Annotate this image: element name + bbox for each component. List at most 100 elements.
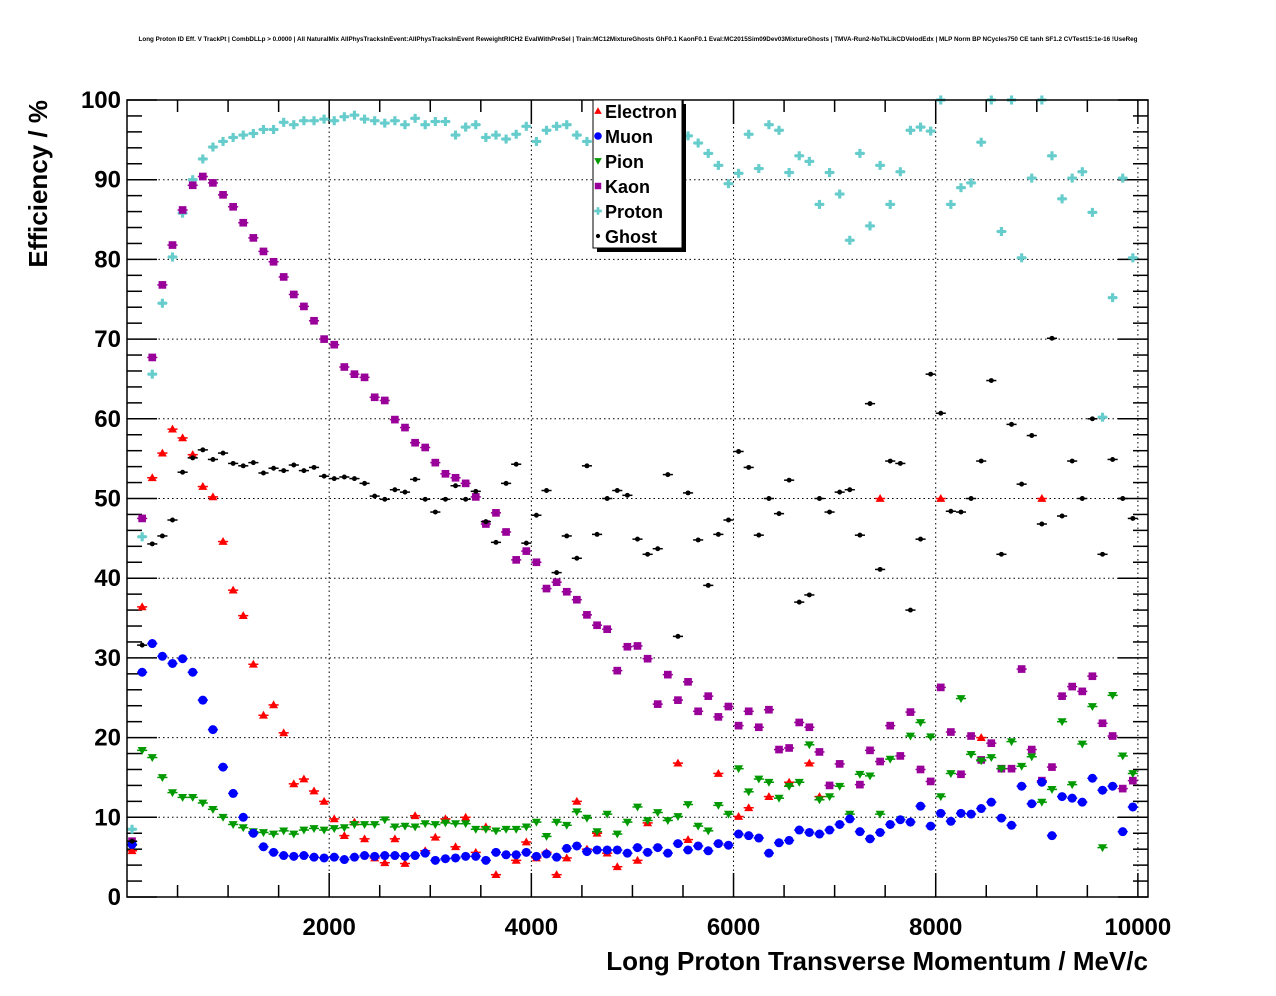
square-marker bbox=[825, 781, 834, 790]
triangle-up-marker bbox=[269, 700, 279, 709]
data-point-muon bbox=[238, 812, 249, 822]
circle-marker bbox=[1077, 797, 1087, 807]
data-point-proton bbox=[339, 112, 350, 122]
data-point-muon bbox=[349, 852, 360, 862]
circle-marker bbox=[885, 819, 895, 829]
data-point-muon bbox=[551, 852, 562, 862]
data-point-muon bbox=[672, 839, 683, 849]
data-point-ghost bbox=[693, 537, 704, 543]
data-point-kaon bbox=[329, 340, 340, 349]
data-point-muon bbox=[430, 855, 441, 865]
data-point-kaon bbox=[521, 547, 532, 555]
plus-marker-v bbox=[807, 156, 811, 166]
triangle-up-marker bbox=[400, 859, 410, 867]
data-point-muon bbox=[945, 816, 956, 826]
plus-marker-v bbox=[474, 120, 478, 130]
data-point-ghost bbox=[895, 460, 906, 466]
data-point-pion bbox=[935, 793, 946, 802]
data-point-muon bbox=[1026, 799, 1037, 809]
data-point-proton bbox=[410, 113, 421, 123]
data-point-electron bbox=[228, 585, 239, 594]
triangle-down-marker bbox=[643, 817, 653, 825]
square-marker bbox=[623, 642, 632, 651]
data-point-muon bbox=[905, 817, 916, 827]
square-marker bbox=[148, 353, 157, 362]
data-point-proton bbox=[420, 120, 431, 130]
data-point-ghost bbox=[298, 468, 309, 474]
triangle-up-marker bbox=[218, 537, 228, 545]
legend-dot-icon bbox=[595, 233, 601, 239]
circle-marker bbox=[1098, 785, 1108, 795]
data-point-muon bbox=[864, 834, 876, 844]
data-point-muon bbox=[976, 804, 987, 814]
data-point-pion bbox=[1127, 770, 1138, 778]
triangle-up-marker bbox=[178, 433, 188, 442]
triangle-up-marker bbox=[228, 585, 238, 594]
circle-marker bbox=[774, 838, 784, 848]
triangle-up-marker bbox=[562, 853, 572, 862]
data-point-electron bbox=[329, 814, 340, 823]
data-point-pion bbox=[784, 782, 795, 791]
data-point-proton bbox=[875, 160, 886, 170]
data-point-pion bbox=[147, 754, 158, 763]
circle-marker bbox=[673, 839, 683, 849]
data-point-ghost bbox=[440, 496, 451, 502]
triangle-up-marker bbox=[683, 835, 693, 843]
data-point-ghost bbox=[1077, 496, 1088, 501]
triangle-down-marker bbox=[855, 770, 865, 779]
data-points bbox=[127, 95, 1138, 879]
data-point-pion bbox=[379, 816, 390, 825]
circle-marker bbox=[946, 816, 956, 826]
dot-marker bbox=[1079, 496, 1085, 501]
dot-marker bbox=[554, 570, 560, 576]
square-marker bbox=[876, 757, 884, 766]
circle-marker bbox=[926, 821, 936, 831]
plus-marker-v bbox=[221, 136, 225, 146]
circle-marker bbox=[1067, 793, 1077, 803]
data-point-kaon bbox=[339, 363, 350, 371]
dot-marker bbox=[341, 474, 347, 480]
data-point-ghost bbox=[996, 551, 1007, 557]
triangle-down-marker bbox=[784, 782, 794, 791]
plus-marker-v bbox=[443, 117, 448, 127]
dot-marker bbox=[149, 541, 155, 547]
data-point-muon bbox=[602, 845, 613, 855]
triangle-up-marker bbox=[198, 482, 208, 490]
data-point-proton bbox=[955, 183, 967, 193]
dot-marker bbox=[1069, 458, 1075, 464]
square-marker bbox=[765, 705, 773, 714]
square-marker bbox=[1088, 672, 1097, 681]
data-point-kaon bbox=[1087, 672, 1098, 681]
data-point-ghost bbox=[521, 540, 532, 546]
triangle-down-marker bbox=[269, 830, 279, 839]
data-point-pion bbox=[733, 765, 744, 774]
data-point-proton bbox=[854, 148, 865, 158]
plus-marker-v bbox=[464, 122, 468, 132]
data-point-ghost bbox=[450, 483, 461, 489]
data-point-ghost bbox=[248, 460, 259, 466]
data-point-electron bbox=[187, 450, 198, 459]
legend-label: Kaon bbox=[605, 177, 650, 197]
data-point-ghost bbox=[581, 463, 593, 469]
data-point-pion bbox=[955, 695, 967, 704]
data-point-muon bbox=[288, 851, 299, 861]
triangle-up-marker bbox=[734, 812, 744, 820]
plus-marker-v bbox=[292, 120, 296, 130]
square-marker bbox=[461, 479, 470, 488]
plus-marker-v bbox=[1080, 167, 1084, 177]
plus-marker-v bbox=[282, 117, 286, 127]
data-point-kaon bbox=[773, 745, 785, 754]
square-marker bbox=[552, 578, 561, 587]
square-marker bbox=[451, 473, 460, 482]
data-point-ghost bbox=[864, 401, 876, 407]
triangle-up-marker bbox=[360, 834, 370, 843]
data-point-proton bbox=[238, 130, 249, 140]
legend-circle-icon bbox=[594, 132, 602, 140]
data-point-kaon bbox=[602, 625, 613, 634]
data-point-electron bbox=[379, 858, 390, 867]
plus-marker-v bbox=[848, 235, 852, 245]
triangle-up-marker bbox=[329, 814, 339, 823]
legend-label: Electron bbox=[605, 102, 677, 122]
data-point-pion bbox=[217, 813, 229, 822]
triangle-up-marker bbox=[594, 107, 602, 114]
